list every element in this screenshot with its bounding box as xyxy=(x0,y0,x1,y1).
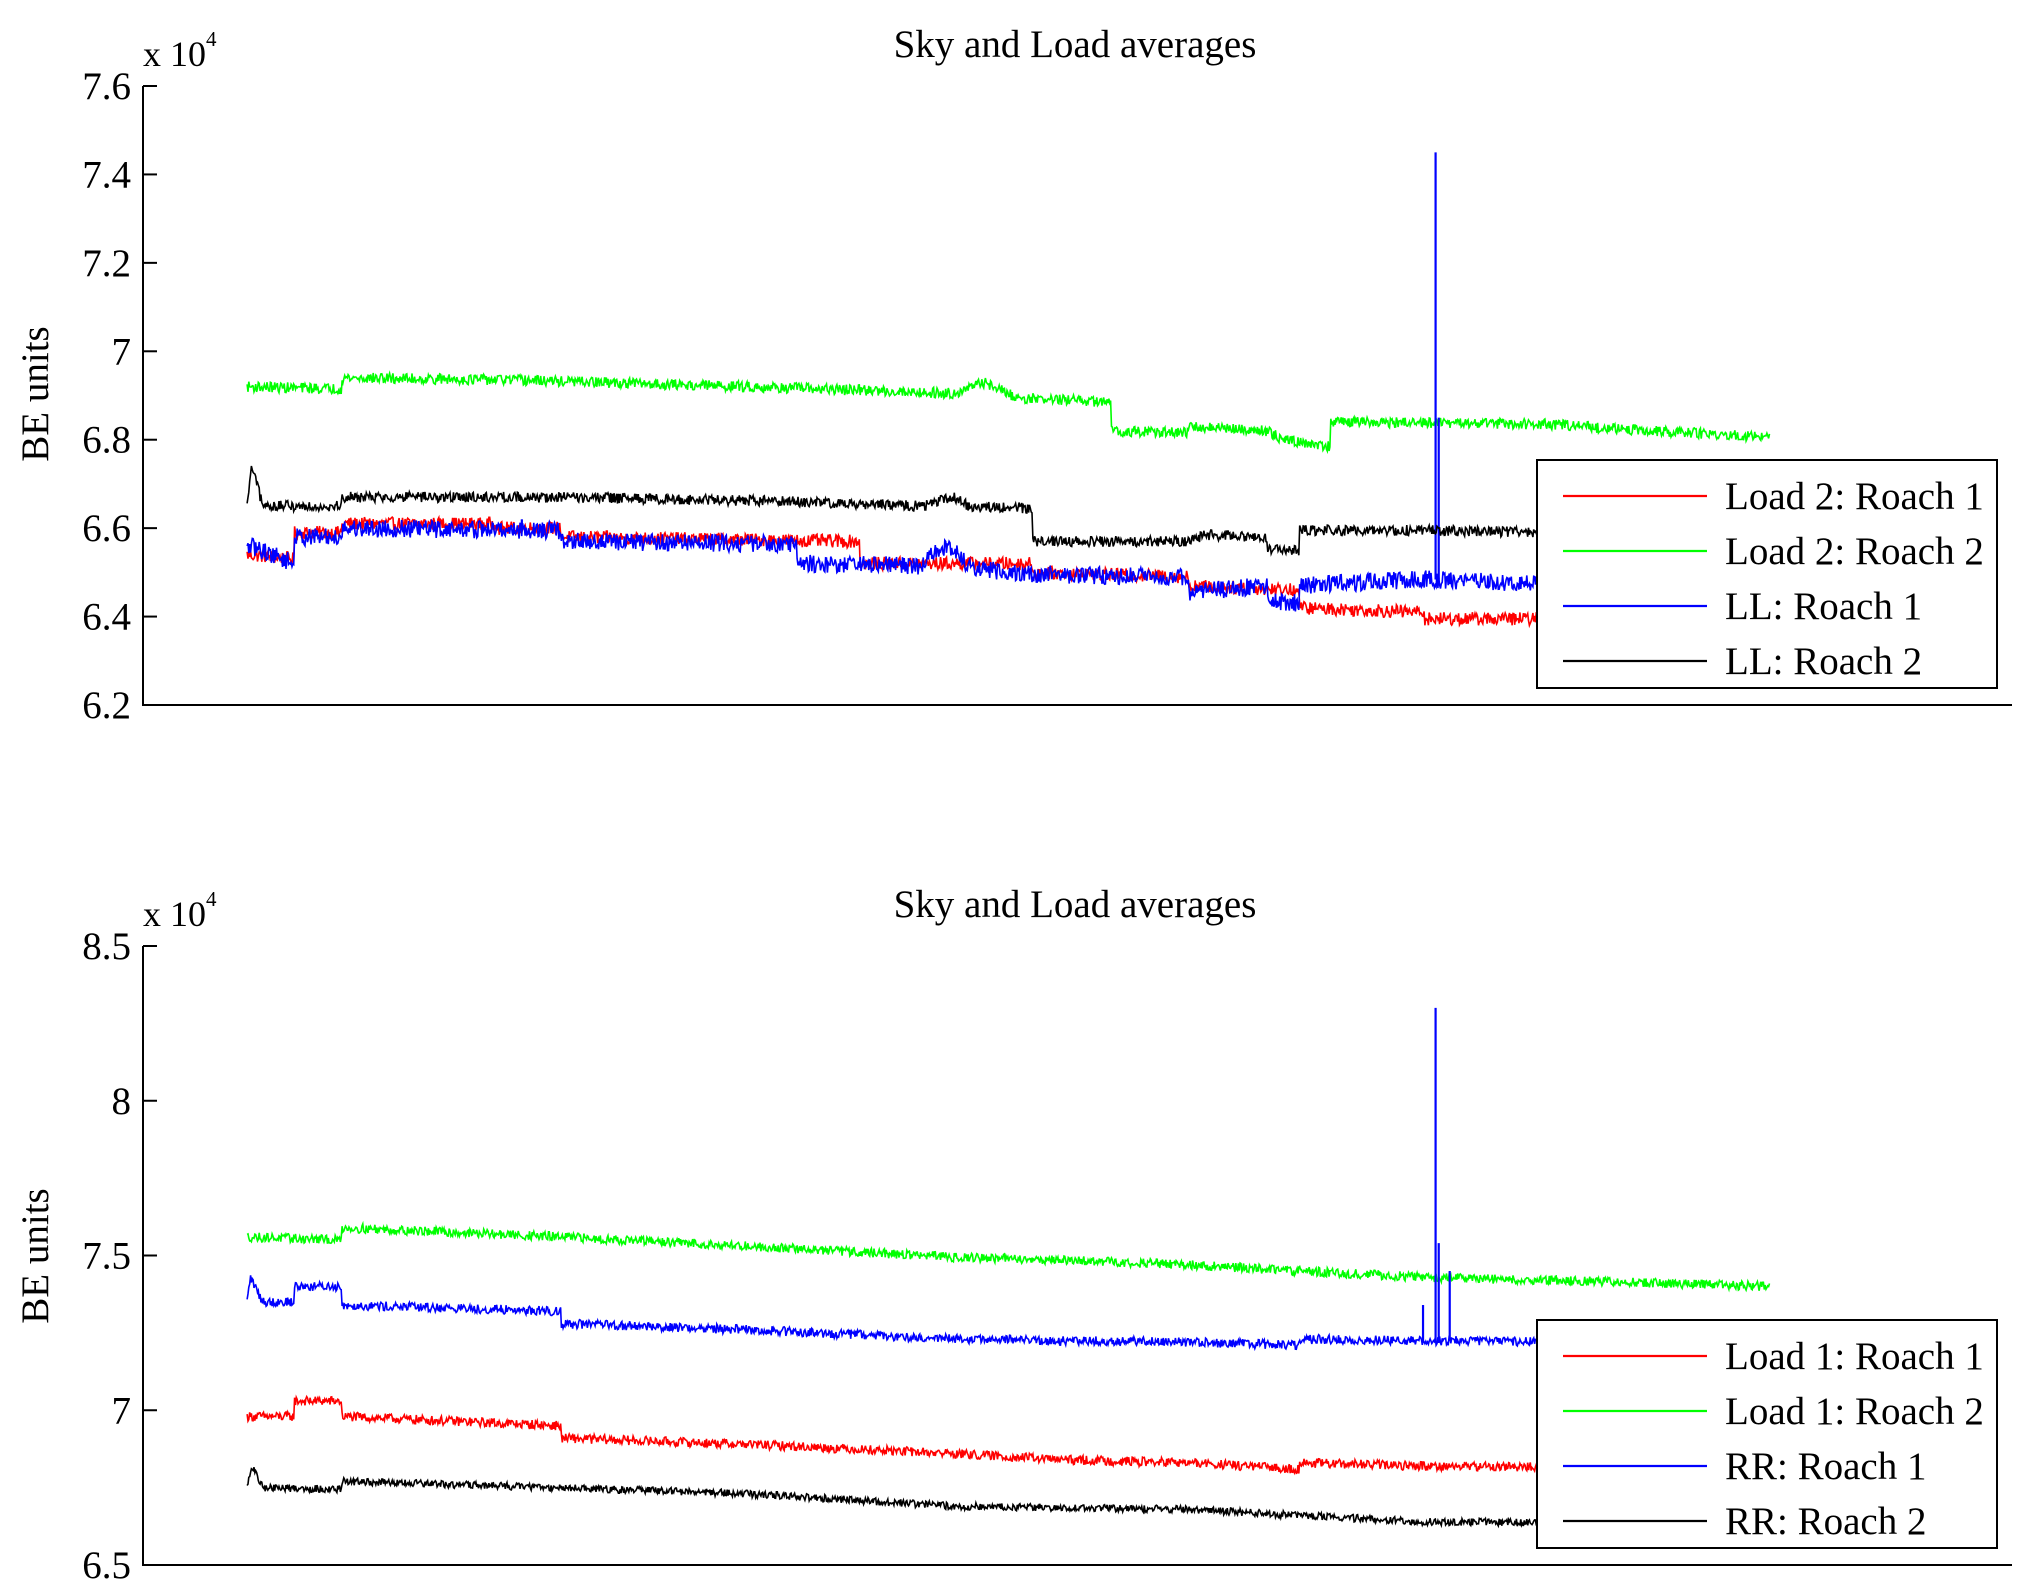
series-line xyxy=(246,1466,1771,1531)
legend-label: Load 2: Roach 2 xyxy=(1725,530,1984,573)
y-tick-label: 7.6 xyxy=(82,65,131,108)
bottom-series-group xyxy=(246,1007,1771,1531)
y-tick-label: 6.8 xyxy=(82,419,131,462)
bottom-axes xyxy=(142,946,2012,1566)
bottom-y-multiplier: x 104 xyxy=(143,887,217,934)
y-tick-label: 7 xyxy=(112,330,132,373)
top-y-ticks: 6.2 6.4 6.6 6.8 7 7.2 7.4 7.6 xyxy=(82,65,157,727)
y-tick-label: 7.2 xyxy=(82,242,131,285)
bottom-legend: Load 1: Roach 1 Load 1: Roach 2 RR: Roach … xyxy=(1536,1319,1998,1549)
y-tick-label: 6.4 xyxy=(82,596,131,639)
legend-label: Load 1: Roach 1 xyxy=(1725,1335,1984,1378)
bottom-subplot: Sky and Load averages x 104 BE units 6.5… xyxy=(14,883,2012,1587)
legend-label: LL: Roach 2 xyxy=(1725,640,1922,683)
y-tick-label: 7 xyxy=(112,1389,132,1432)
series-line xyxy=(246,518,1771,612)
y-tick-label: 6.5 xyxy=(82,1544,131,1587)
bottom-chart-title: Sky and Load averages xyxy=(894,883,1257,926)
legend-box xyxy=(1536,459,1998,689)
top-subplot: Sky and Load averages x 104 BE units 6.2… xyxy=(14,23,2012,727)
y-tick-label: 6.6 xyxy=(82,507,131,550)
series-line xyxy=(246,1275,1771,1352)
top-series-group xyxy=(246,152,1771,629)
y-tick-label: 7.4 xyxy=(82,153,131,196)
y-tick-label: 8.5 xyxy=(82,925,131,968)
series-line xyxy=(246,370,1771,455)
legend-box xyxy=(1536,1319,1998,1549)
legend-label: Load 1: Roach 2 xyxy=(1725,1390,1984,1433)
y-tick-label: 7.5 xyxy=(82,1235,131,1278)
series-line xyxy=(246,1394,1771,1476)
bottom-y-ticks: 6.5 7 7.5 8 8.5 xyxy=(82,925,157,1587)
top-y-axis-label: BE units xyxy=(14,326,57,461)
bottom-y-axis-label: BE units xyxy=(14,1188,57,1323)
y-tick-label: 6.2 xyxy=(82,684,131,727)
series-line xyxy=(246,465,1771,557)
legend-label: LL: Roach 1 xyxy=(1725,585,1922,628)
top-chart-title: Sky and Load averages xyxy=(894,23,1257,66)
legend-label: RR: Roach 2 xyxy=(1725,1500,1927,1543)
top-y-multiplier: x 104 xyxy=(143,27,217,74)
y-tick-label: 8 xyxy=(112,1080,132,1123)
series-line xyxy=(246,1220,1771,1293)
top-axes xyxy=(142,86,2012,706)
top-legend: Load 2: Roach 1 Load 2: Roach 2 LL: Roach … xyxy=(1536,459,1998,689)
legend-label: Load 2: Roach 1 xyxy=(1725,475,1984,518)
legend-label: RR: Roach 1 xyxy=(1725,1445,1927,1488)
